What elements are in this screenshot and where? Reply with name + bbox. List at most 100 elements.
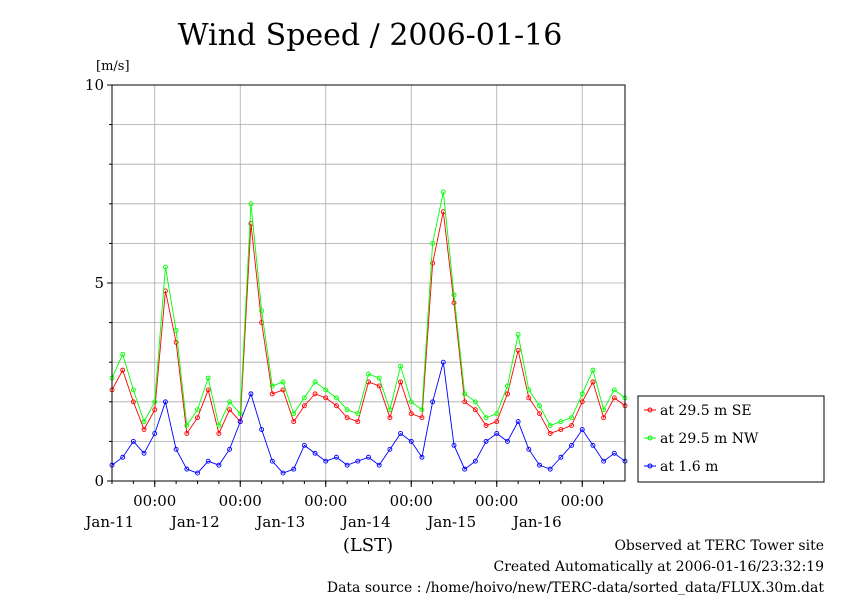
series-point xyxy=(611,387,617,393)
series-point xyxy=(408,399,414,405)
series-point xyxy=(195,407,200,413)
series-point xyxy=(173,339,179,345)
series-point xyxy=(579,427,585,432)
series-point xyxy=(195,470,200,476)
series-point xyxy=(376,375,382,381)
footer-created-time: Created Automatically at 2006-01-16/23:3… xyxy=(493,559,824,575)
series-point xyxy=(515,347,521,353)
series-2 xyxy=(109,189,628,429)
series-point xyxy=(537,462,542,468)
series-point xyxy=(141,450,147,456)
x-tick-date-label: Jan-15 xyxy=(425,513,476,531)
series-point xyxy=(451,292,457,298)
series-point xyxy=(494,419,500,425)
series-point xyxy=(173,446,179,452)
y-tick-label: 5 xyxy=(94,274,104,292)
series-point xyxy=(408,438,414,444)
series-point xyxy=(558,419,564,425)
series-point xyxy=(547,466,553,472)
series-point xyxy=(312,391,318,397)
x-tick-date-label: Jan-16 xyxy=(511,513,562,531)
series-point xyxy=(120,367,126,373)
x-tick-time-label: 00:00 xyxy=(133,492,176,510)
series-point xyxy=(601,407,607,413)
footer-observed-site: Observed at TERC Tower site xyxy=(614,538,824,554)
x-tick-time-label: 00:00 xyxy=(561,492,604,510)
series-point xyxy=(537,411,542,417)
series-point xyxy=(291,411,297,417)
legend-swatch-marker xyxy=(647,435,653,441)
series-line xyxy=(111,191,626,427)
series-point xyxy=(419,454,425,460)
grid-lines xyxy=(112,85,625,481)
series-line xyxy=(111,362,626,474)
series-point xyxy=(344,407,350,413)
series-point xyxy=(120,351,126,357)
series-point xyxy=(504,383,510,389)
series-point xyxy=(483,438,489,444)
series-point xyxy=(483,423,489,429)
series-point xyxy=(205,387,211,393)
x-axis-label: (LST) xyxy=(343,535,393,556)
series-point xyxy=(430,399,436,405)
series-point xyxy=(237,411,243,417)
series-point xyxy=(526,395,532,401)
x-tick-date-label: Jan-14 xyxy=(340,513,391,531)
series-point xyxy=(269,391,275,397)
series-point xyxy=(301,403,307,409)
series-point xyxy=(579,399,585,405)
series-point xyxy=(333,403,339,409)
series-point xyxy=(184,423,190,429)
series-point xyxy=(398,379,404,385)
series-point xyxy=(205,458,211,464)
series-point xyxy=(227,399,233,405)
series-point xyxy=(312,379,318,385)
series-point xyxy=(547,423,553,429)
series-point xyxy=(162,264,168,270)
y-axis-unit-label: [m/s] xyxy=(96,59,130,74)
series-point xyxy=(387,407,393,413)
series-point xyxy=(462,466,468,472)
series-point xyxy=(376,383,382,389)
series-point xyxy=(504,438,510,444)
series-point xyxy=(333,454,339,460)
y-tick-label: 10 xyxy=(85,76,104,94)
series-point xyxy=(237,419,243,425)
series-point xyxy=(152,399,158,405)
legend-box xyxy=(637,395,825,483)
legend: at 29.5 m SE at 29.5 m NW at 1.6 m xyxy=(637,395,825,483)
series-point xyxy=(366,371,371,377)
footer-data-source: Data source : /home/hoivo/new/TERC-data/… xyxy=(327,580,825,595)
series-point xyxy=(216,423,222,429)
series-point xyxy=(611,450,617,456)
series-point xyxy=(280,470,286,476)
legend-label: at 29.5 m SE xyxy=(660,403,752,419)
series-point xyxy=(291,466,297,472)
series-point xyxy=(184,431,190,436)
series-point xyxy=(408,411,414,417)
series-point xyxy=(280,387,286,393)
series-point xyxy=(537,403,542,409)
series-layer xyxy=(109,189,628,476)
series-point xyxy=(227,407,233,413)
series-point xyxy=(152,407,158,413)
legend-swatch-marker xyxy=(647,407,653,413)
series-point xyxy=(483,415,489,421)
series-point xyxy=(430,240,436,246)
series-point xyxy=(462,391,468,397)
series-point xyxy=(366,454,371,460)
legend-label: at 29.5 m NW xyxy=(660,431,759,447)
series-point xyxy=(451,442,457,448)
series-point xyxy=(130,399,136,405)
series-point xyxy=(227,446,233,452)
series-point xyxy=(248,201,254,207)
series-point xyxy=(355,411,361,417)
series-point xyxy=(462,399,468,405)
series-point xyxy=(259,308,265,314)
series-point xyxy=(291,419,297,425)
series-point xyxy=(569,415,575,421)
x-tick-time-label: 00:00 xyxy=(304,492,347,510)
series-point xyxy=(323,387,329,393)
series-point xyxy=(355,419,361,425)
series-point xyxy=(419,407,425,413)
